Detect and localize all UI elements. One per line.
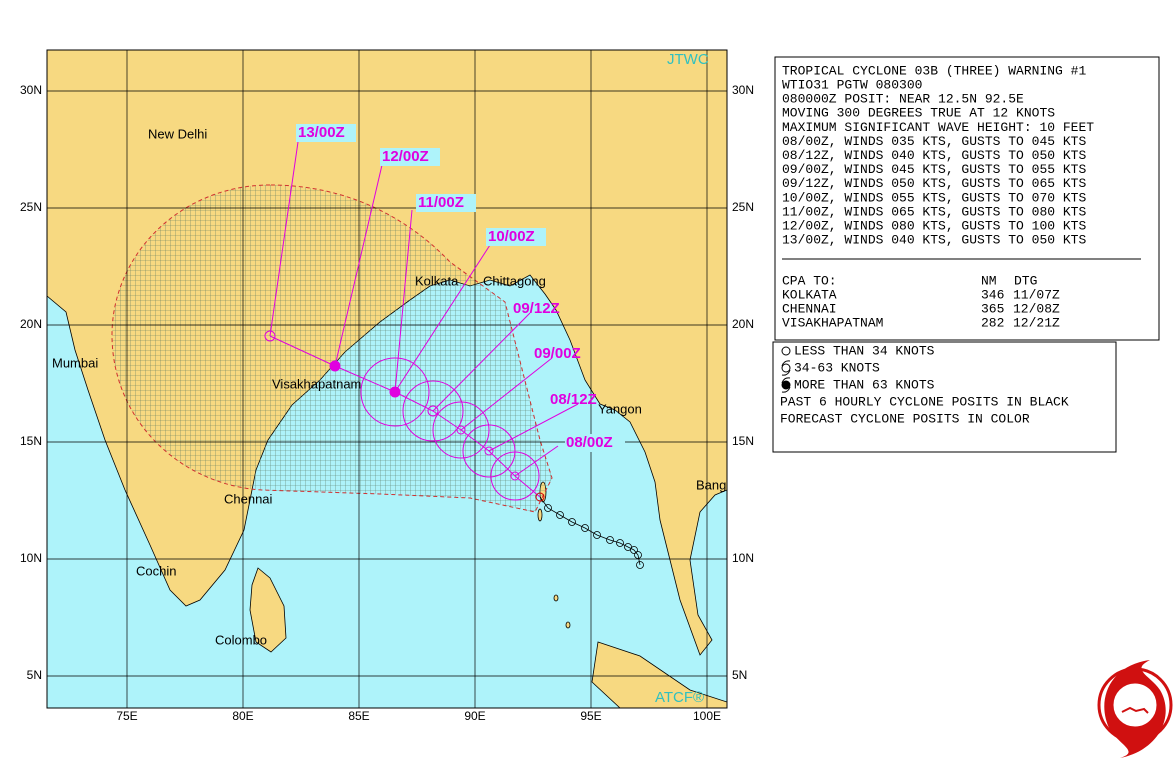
lat-tick-label: 25N (20, 200, 42, 214)
forecast-labels: 08/00Z 08/12Z 09/00Z 09/12Z 10/00Z 11/00… (296, 124, 625, 452)
lat-tick-label: 30N (732, 83, 754, 97)
cpa-cell: 12/21Z (1013, 315, 1060, 330)
forecast-label: 10/00Z (488, 228, 535, 245)
cpa-cell: 346 (981, 287, 1004, 302)
warning-line: 13/00Z, WINDS 040 KTS, GUSTS TO 050 KTS (782, 233, 1086, 248)
lat-tick-label: 25N (732, 200, 754, 214)
lon-tick-label: 85E (348, 709, 369, 723)
lat-tick-label: 15N (20, 434, 42, 448)
lon-tick-label: 100E (693, 709, 721, 723)
map: New Delhi Kolkata Chittagong Mumbai Visa… (47, 50, 727, 708)
legend-item: FORECAST CYCLONE POSITS IN COLOR (780, 411, 1030, 426)
forecast-label: 11/00Z (418, 194, 464, 211)
city-label: Visakhapatnam (272, 376, 361, 391)
lon-tick-label: 95E (580, 709, 601, 723)
cpa-cell: KOLKATA (782, 287, 837, 302)
warning-line: 12/00Z, WINDS 080 KTS, GUSTS TO 100 KTS (782, 219, 1086, 234)
forecast-label: 08/00Z (566, 434, 613, 451)
warning-text: TROPICAL CYCLONE 03B (THREE) WARNING #1W… (782, 63, 1094, 247)
city-label: Colombo (215, 632, 267, 647)
warning-line: MAXIMUM SIGNIFICANT WAVE HEIGHT: 10 FEET (782, 120, 1094, 135)
warning-line: WTIO31 PGTW 080300 (782, 78, 922, 93)
legend-item: MORE THAN 63 KNOTS (794, 377, 935, 392)
forecast-label: 09/12Z (513, 300, 560, 317)
logo (1097, 660, 1173, 758)
city-label: Chittagong (483, 273, 546, 288)
warning-line: 10/00Z, WINDS 055 KTS, GUSTS TO 070 KTS (782, 190, 1086, 205)
lat-tick-label: 10N (20, 551, 42, 565)
warning-line: 11/00Z, WINDS 065 KTS, GUSTS TO 080 KTS (782, 204, 1086, 219)
warning-line: 080000Z POSIT: NEAR 12.5N 92.5E (782, 92, 1024, 107)
legend-symbols (781, 346, 791, 393)
forecast-track (264, 141, 579, 502)
lat-tick-label: 30N (20, 83, 42, 97)
past-track (539, 496, 644, 569)
cpa-header: NM (981, 273, 997, 288)
cpa-cell: 365 (981, 301, 1004, 316)
legend-item: PAST 6 HOURLY CYCLONE POSITS IN BLACK (780, 394, 1069, 409)
lat-tick-label: 5N (27, 668, 42, 682)
warning-line: 09/12Z, WINDS 050 KTS, GUSTS TO 065 KTS (782, 176, 1086, 191)
corner-label: JTWC (667, 51, 709, 68)
forecast-label: 08/12Z (550, 391, 597, 408)
warning-line: 08/12Z, WINDS 040 KTS, GUSTS TO 050 KTS (782, 148, 1086, 163)
cpa-header: CPA TO: (782, 273, 837, 288)
map-frame (46, 49, 728, 709)
sumatra (591, 641, 727, 708)
warning-line: MOVING 300 DEGREES TRUE AT 12 KNOTS (782, 106, 1055, 121)
city-label: Cochin (136, 563, 176, 578)
warning-box (774, 56, 1160, 341)
warning-line: TROPICAL CYCLONE 03B (THREE) WARNING #1 (782, 63, 1086, 78)
city-labels: New Delhi Kolkata Chittagong Mumbai Visa… (52, 126, 726, 647)
forecast-label: 12/00Z (382, 148, 429, 165)
lon-tick-label: 90E (464, 709, 485, 723)
lat-tick-label: 20N (20, 317, 42, 331)
city-label: New Delhi (148, 126, 207, 141)
cpa-table: CPA TO: NM DTG KOLKATA 346 11/07Z CHENNAI 365 12… (782, 273, 1060, 330)
danger-area (111, 184, 553, 513)
cpa-cell: 12/08Z (1013, 301, 1060, 316)
forecast-label: 09/00Z (534, 345, 581, 362)
warning-line: 09/00Z, WINDS 045 KTS, GUSTS TO 055 KTS (782, 162, 1086, 177)
city-label: Mumbai (52, 355, 98, 370)
sri-lanka (249, 567, 287, 653)
cpa-cell: CHENNAI (782, 301, 837, 316)
lon-tick-label: 80E (232, 709, 253, 723)
forecast-label: 13/00Z (298, 124, 345, 141)
lon-tick-label: 75E (116, 709, 137, 723)
legend-box (772, 341, 1117, 453)
warning-line: 08/00Z, WINDS 035 KTS, GUSTS TO 045 KTS (782, 134, 1086, 149)
city-label: Chennai (224, 491, 273, 506)
lat-tick-label: 5N (732, 668, 747, 682)
tick-labels: 75E 80E 85E 90E 95E 100E 5N 5N 10N 10N 15N 15N 20N 20… (20, 83, 754, 723)
city-label: Kolkata (415, 273, 459, 288)
cpa-cell: VISAKHAPATNAM (782, 315, 883, 330)
legend-text: LESS THAN 34 KNOTS 34-63 KNOTS MORE THAN 6… (780, 343, 1069, 426)
lat-tick-label: 10N (732, 551, 754, 565)
city-label: Yangon (598, 401, 642, 416)
city-label: Bang (696, 477, 726, 492)
lat-tick-label: 20N (732, 317, 754, 331)
cpa-header: DTG (1014, 273, 1037, 288)
corner-label: ATCF® (655, 689, 704, 706)
cpa-cell: 282 (981, 315, 1004, 330)
lat-tick-label: 15N (732, 434, 754, 448)
cpa-cell: 11/07Z (1013, 287, 1060, 302)
legend-item: 34-63 KNOTS (794, 360, 880, 375)
legend-item: LESS THAN 34 KNOTS (794, 343, 935, 358)
